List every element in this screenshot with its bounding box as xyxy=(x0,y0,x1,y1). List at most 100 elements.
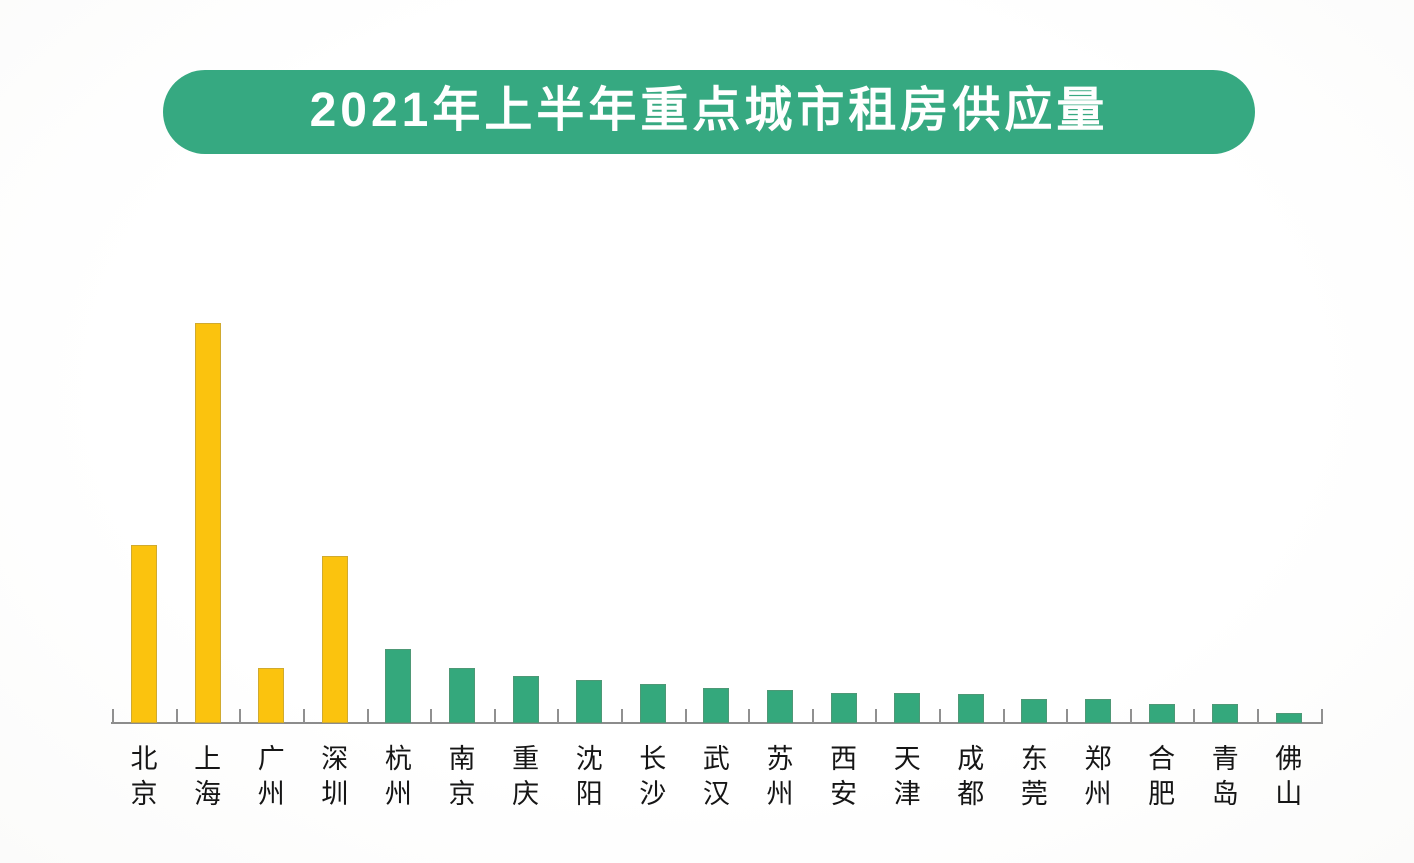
x-label-char: 广 xyxy=(257,744,285,774)
x-label-char: 汉 xyxy=(702,779,730,809)
x-label-深圳: 深圳 xyxy=(320,742,350,812)
x-axis-tick xyxy=(748,709,751,723)
x-axis-tick xyxy=(1002,709,1005,723)
bar-天津 xyxy=(894,693,921,723)
x-label-char: 郑 xyxy=(1084,744,1112,774)
x-label-郑州: 郑州 xyxy=(1083,742,1113,812)
x-label-char: 北 xyxy=(130,744,158,774)
x-label-西安: 西安 xyxy=(829,742,859,812)
x-label-char: 东 xyxy=(1020,744,1048,774)
x-label-char: 庆 xyxy=(512,779,540,809)
x-label-char: 岛 xyxy=(1211,779,1239,809)
x-axis-tick xyxy=(366,709,369,723)
x-axis-tick xyxy=(303,709,305,723)
x-axis-tick xyxy=(875,709,878,723)
x-label-重庆: 重庆 xyxy=(511,742,541,812)
x-axis-tick xyxy=(175,709,178,723)
x-label-char: 南 xyxy=(448,744,476,774)
bar-东莞 xyxy=(1021,699,1048,723)
x-axis-tick xyxy=(1320,709,1323,723)
x-label-char: 都 xyxy=(957,779,985,809)
x-label-武汉: 武汉 xyxy=(701,742,731,812)
x-label-char: 重 xyxy=(512,744,540,774)
x-label-char: 天 xyxy=(893,744,921,774)
x-label-char: 长 xyxy=(639,744,667,774)
x-axis-tick xyxy=(684,709,687,723)
x-label-佛山: 佛山 xyxy=(1274,742,1304,812)
x-axis-line xyxy=(111,722,1323,724)
x-label-char: 津 xyxy=(893,779,921,809)
x-label-上海: 上海 xyxy=(193,742,223,812)
x-axis-tick xyxy=(939,709,941,723)
x-label-char: 沙 xyxy=(639,779,667,809)
x-label-char: 佛 xyxy=(1275,744,1303,774)
bar-成都 xyxy=(957,694,984,723)
x-label-南京: 南京 xyxy=(447,742,477,812)
x-label-char: 成 xyxy=(957,744,985,774)
x-label-char: 杭 xyxy=(384,744,412,774)
x-label-char: 苏 xyxy=(766,744,794,774)
chart-title: 2021年上半年重点城市租房供应量 xyxy=(309,84,1109,137)
x-label-char: 青 xyxy=(1211,744,1239,774)
bar-佛山 xyxy=(1275,713,1302,723)
x-label-char: 州 xyxy=(384,779,412,809)
x-label-青岛: 青岛 xyxy=(1210,742,1240,812)
x-label-char: 圳 xyxy=(321,779,349,809)
bar-南京 xyxy=(449,668,475,723)
x-axis-tick xyxy=(1066,709,1069,723)
x-label-苏州: 苏州 xyxy=(765,742,795,812)
x-label-char: 阳 xyxy=(575,779,603,809)
bar-长沙 xyxy=(639,684,666,723)
bar-西安 xyxy=(830,693,857,723)
bar-杭州 xyxy=(385,649,412,723)
bar-青岛 xyxy=(1212,704,1239,723)
x-label-杭州: 杭州 xyxy=(383,742,413,812)
x-axis-tick xyxy=(112,709,115,723)
x-label-天津: 天津 xyxy=(892,742,922,812)
x-label-char: 西 xyxy=(830,744,858,774)
x-label-广州: 广州 xyxy=(256,742,286,812)
x-label-char: 州 xyxy=(766,779,794,809)
x-axis-tick xyxy=(493,709,496,723)
x-label-char: 州 xyxy=(1084,779,1112,809)
chart-title-banner: 2021年上半年重点城市租房供应量 xyxy=(163,70,1255,154)
x-label-char: 沈 xyxy=(575,744,603,774)
bar-北京 xyxy=(131,545,157,723)
bar-重庆 xyxy=(512,676,539,723)
bar-广州 xyxy=(258,668,285,723)
x-label-成都: 成都 xyxy=(956,742,986,812)
bar-郑州 xyxy=(1085,699,1111,723)
x-axis-tick xyxy=(239,709,242,723)
x-label-char: 京 xyxy=(448,779,476,809)
x-axis-tick xyxy=(1257,709,1259,723)
x-label-char: 武 xyxy=(702,744,730,774)
x-label-沈阳: 沈阳 xyxy=(574,742,604,812)
x-label-char: 肥 xyxy=(1148,779,1176,809)
x-label-合肥: 合肥 xyxy=(1147,742,1177,812)
x-label-char: 州 xyxy=(257,779,285,809)
x-label-char: 深 xyxy=(321,744,349,774)
x-label-北京: 北京 xyxy=(129,742,159,812)
x-label-char: 山 xyxy=(1275,779,1303,809)
bar-苏州 xyxy=(767,690,793,723)
x-axis-tick xyxy=(430,709,433,723)
x-axis-tick xyxy=(811,709,814,723)
x-label-char: 合 xyxy=(1148,744,1176,774)
x-label-char: 海 xyxy=(194,779,222,809)
bar-合肥 xyxy=(1148,704,1175,723)
x-label-东莞: 东莞 xyxy=(1019,742,1049,812)
x-axis-tick xyxy=(557,709,560,723)
x-axis-tick xyxy=(1129,709,1132,723)
bar-深圳 xyxy=(321,556,348,723)
x-label-char: 京 xyxy=(130,779,158,809)
bar-武汉 xyxy=(703,688,730,723)
x-label-长沙: 长沙 xyxy=(638,742,668,812)
x-label-char: 上 xyxy=(194,744,222,774)
x-label-char: 莞 xyxy=(1020,779,1048,809)
x-axis-tick xyxy=(621,709,623,723)
bar-上海 xyxy=(194,323,221,723)
x-axis-tick xyxy=(1193,709,1196,723)
x-label-char: 安 xyxy=(830,779,858,809)
